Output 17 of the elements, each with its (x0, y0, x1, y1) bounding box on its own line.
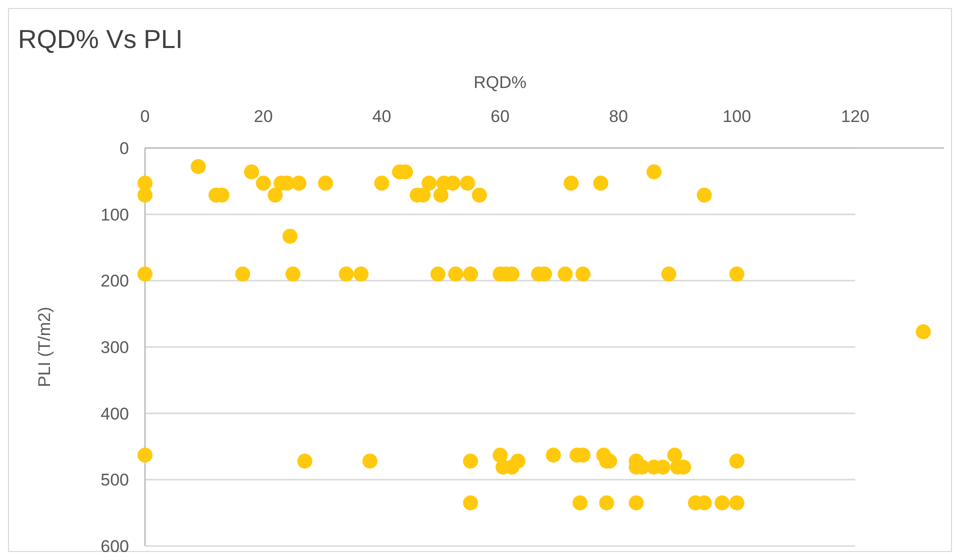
y-tick-label: 100 (100, 205, 129, 224)
x-tick-label: 60 (490, 107, 510, 126)
x-tick-label: 80 (609, 107, 628, 126)
x-tick-label: 20 (254, 107, 273, 126)
x-tick-label: 100 (722, 107, 752, 126)
y-tick-label: 400 (100, 404, 129, 424)
x-tick-label: 40 (372, 107, 392, 126)
x-tick-label: 120 (841, 107, 870, 126)
chart-title: RQD% Vs PLI (18, 24, 183, 54)
y-axis-title: PLI (T/m2) (35, 306, 54, 388)
y-tick-label: 0 (120, 139, 129, 158)
y-tick-label: 600 (100, 537, 129, 556)
y-tick-label: 500 (100, 470, 129, 490)
x-axis-title: RQD% (474, 73, 527, 92)
y-tick-label: 200 (100, 272, 129, 291)
x-tick-label: 0 (140, 107, 150, 126)
y-tick-label: 300 (100, 338, 129, 357)
